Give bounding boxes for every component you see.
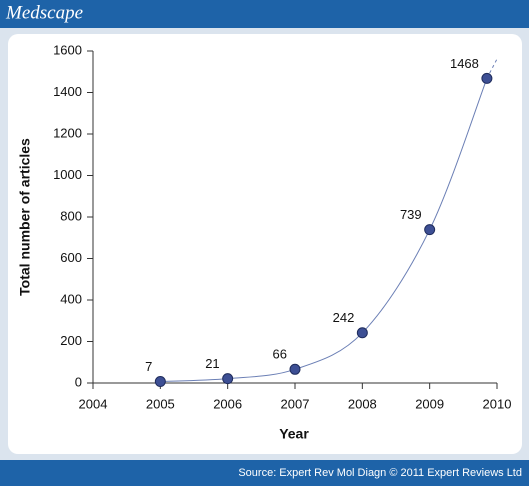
- data-label: 21: [205, 356, 219, 371]
- y-tick-label: 600: [60, 250, 82, 265]
- x-tick-label: 2006: [213, 396, 242, 411]
- x-tick-label: 2004: [79, 396, 108, 411]
- x-tick-label: 2009: [415, 396, 444, 411]
- data-label: 1468: [450, 56, 479, 71]
- y-tick-label: 1200: [53, 125, 82, 140]
- footer-bar: [0, 460, 529, 486]
- y-tick-label: 800: [60, 208, 82, 223]
- y-tick-label: 200: [60, 333, 82, 348]
- x-tick-label: 2010: [483, 396, 512, 411]
- brand: Medscape: [5, 2, 83, 23]
- x-tick-label: 2008: [348, 396, 377, 411]
- y-tick-label: 1400: [53, 84, 82, 99]
- data-label: 7: [145, 359, 152, 374]
- data-point: [154, 376, 166, 388]
- data-point: [481, 72, 493, 84]
- y-tick-label: 1000: [53, 167, 82, 182]
- data-point: [424, 224, 436, 236]
- y-tick-label: 1600: [53, 42, 82, 57]
- x-tick-label: 2005: [146, 396, 175, 411]
- y-axis-title: Total number of articles: [17, 138, 33, 296]
- header-bar: [0, 0, 529, 28]
- trend-extension: [486, 58, 498, 79]
- data-label: 242: [333, 310, 355, 325]
- data-point: [356, 327, 368, 339]
- plot-panel: [8, 34, 522, 454]
- x-tick-label: 2007: [281, 396, 310, 411]
- data-label: 66: [273, 347, 287, 362]
- source: Source: Expert Rev Mol Diagn © 2011 Expe…: [238, 467, 522, 479]
- data-point: [222, 373, 234, 385]
- x-axis-title: Year: [279, 426, 309, 442]
- y-tick-label: 0: [75, 374, 82, 389]
- data-point: [289, 363, 301, 375]
- y-tick-label: 400: [60, 291, 82, 306]
- data-label: 739: [400, 207, 422, 222]
